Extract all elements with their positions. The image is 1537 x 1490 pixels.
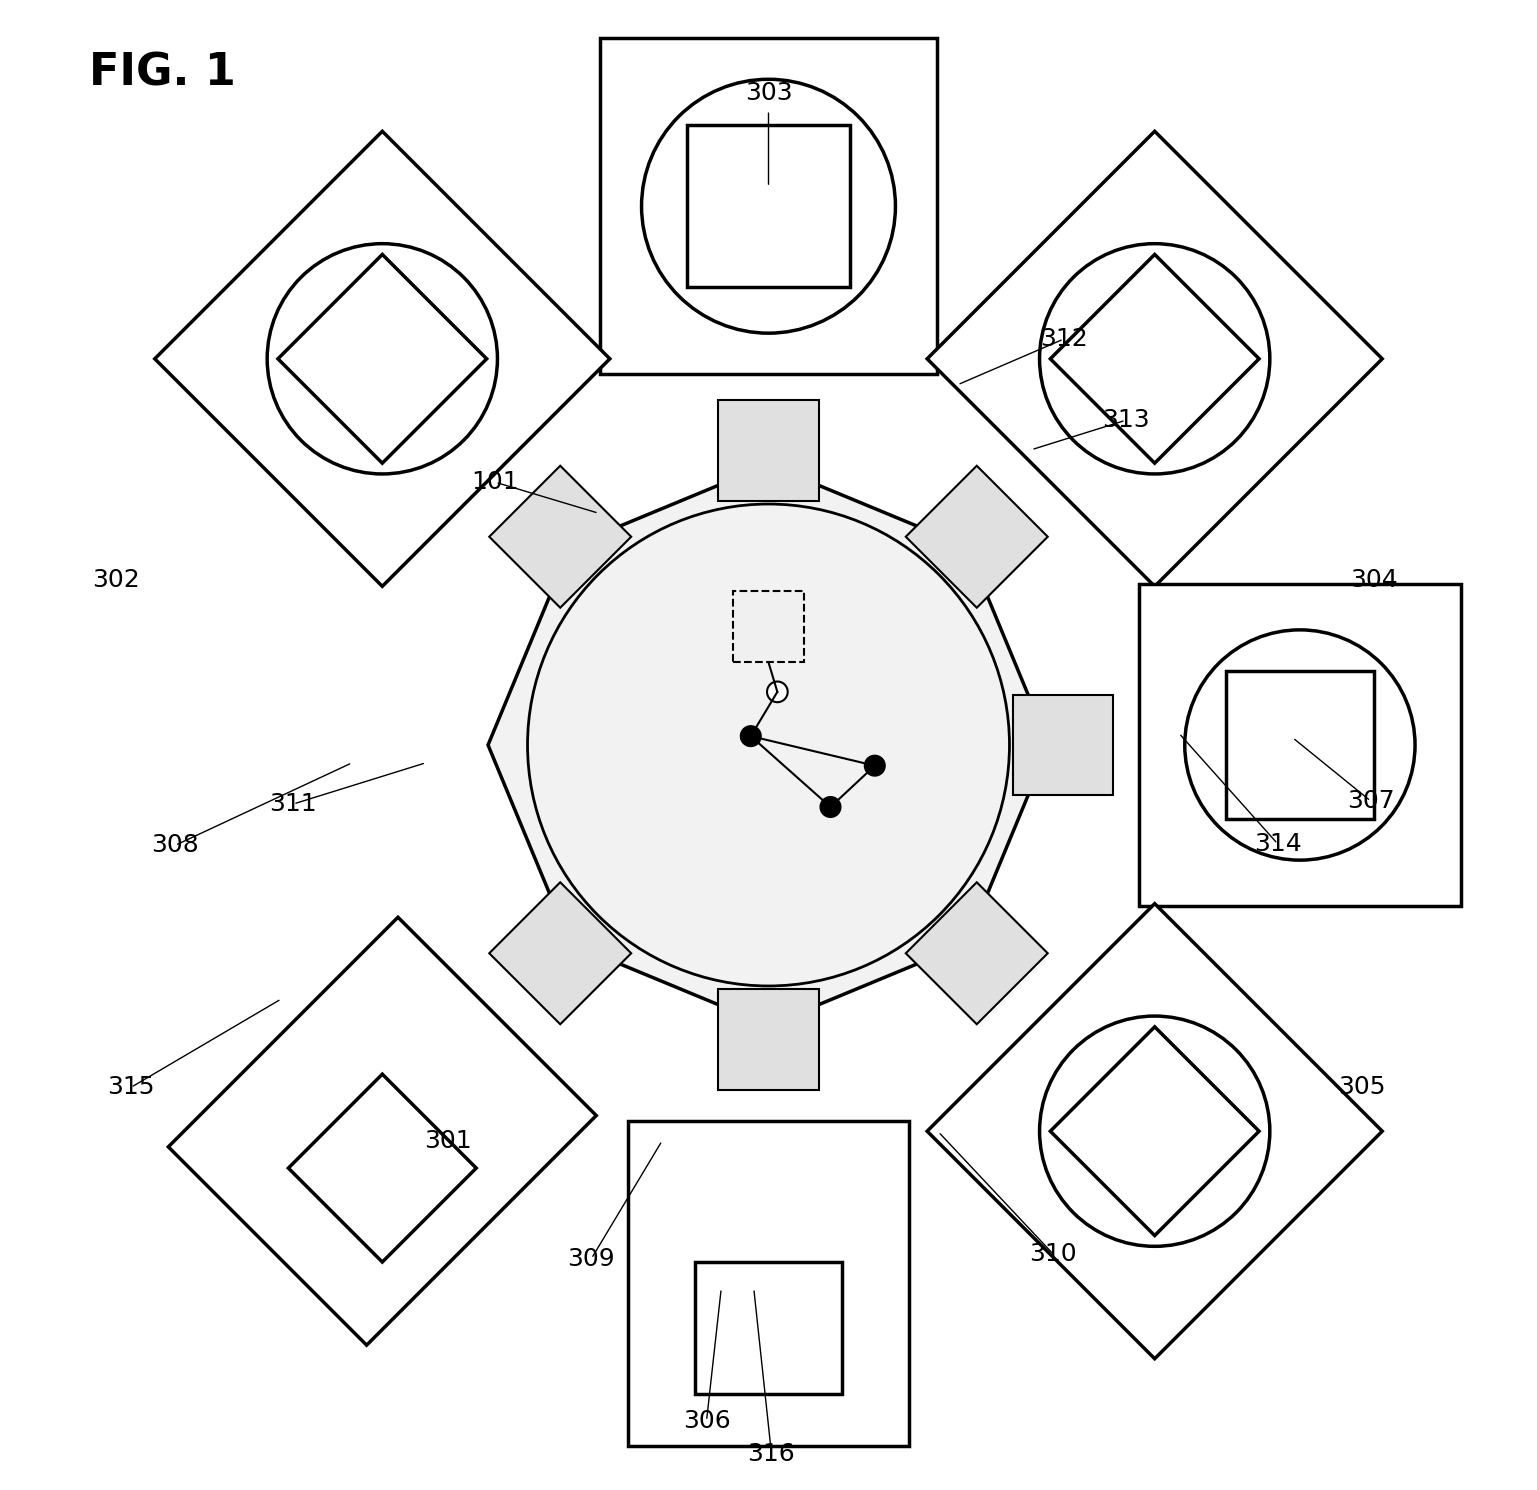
Polygon shape bbox=[927, 903, 1382, 1359]
Text: 315: 315 bbox=[108, 1076, 155, 1100]
Polygon shape bbox=[1227, 670, 1374, 820]
Text: 313: 313 bbox=[1102, 408, 1150, 432]
Polygon shape bbox=[695, 1262, 842, 1395]
Polygon shape bbox=[278, 255, 487, 463]
Text: 314: 314 bbox=[1254, 831, 1302, 855]
Text: 309: 309 bbox=[567, 1247, 615, 1271]
Circle shape bbox=[821, 797, 841, 818]
Polygon shape bbox=[489, 465, 1048, 1025]
Polygon shape bbox=[155, 131, 610, 587]
Polygon shape bbox=[1139, 584, 1460, 906]
Polygon shape bbox=[905, 882, 1048, 1024]
Polygon shape bbox=[489, 466, 632, 608]
Polygon shape bbox=[289, 1074, 476, 1262]
Text: 308: 308 bbox=[151, 833, 198, 857]
Text: 316: 316 bbox=[747, 1441, 795, 1466]
Text: 311: 311 bbox=[269, 793, 317, 817]
Text: 312: 312 bbox=[1041, 328, 1088, 352]
Text: 310: 310 bbox=[1030, 1243, 1077, 1266]
Polygon shape bbox=[169, 918, 596, 1345]
Text: 301: 301 bbox=[424, 1128, 472, 1153]
Polygon shape bbox=[1050, 255, 1259, 463]
Text: FIG. 1: FIG. 1 bbox=[89, 51, 237, 94]
Bar bbox=[733, 592, 804, 663]
Circle shape bbox=[864, 755, 885, 776]
Polygon shape bbox=[718, 989, 819, 1089]
Polygon shape bbox=[927, 131, 1382, 587]
Polygon shape bbox=[489, 882, 632, 1024]
Text: 307: 307 bbox=[1346, 790, 1394, 814]
Text: 305: 305 bbox=[1339, 1076, 1386, 1100]
Polygon shape bbox=[1050, 1027, 1259, 1235]
Polygon shape bbox=[687, 125, 850, 288]
Polygon shape bbox=[905, 466, 1048, 608]
Circle shape bbox=[767, 681, 787, 702]
Polygon shape bbox=[718, 401, 819, 501]
Text: 304: 304 bbox=[1349, 568, 1397, 592]
Text: 303: 303 bbox=[745, 80, 792, 104]
Text: 302: 302 bbox=[92, 568, 140, 592]
Circle shape bbox=[741, 726, 761, 746]
Polygon shape bbox=[629, 1122, 908, 1447]
Polygon shape bbox=[601, 37, 936, 374]
Text: 101: 101 bbox=[472, 471, 520, 495]
Polygon shape bbox=[1013, 694, 1113, 796]
Text: 306: 306 bbox=[682, 1410, 730, 1433]
